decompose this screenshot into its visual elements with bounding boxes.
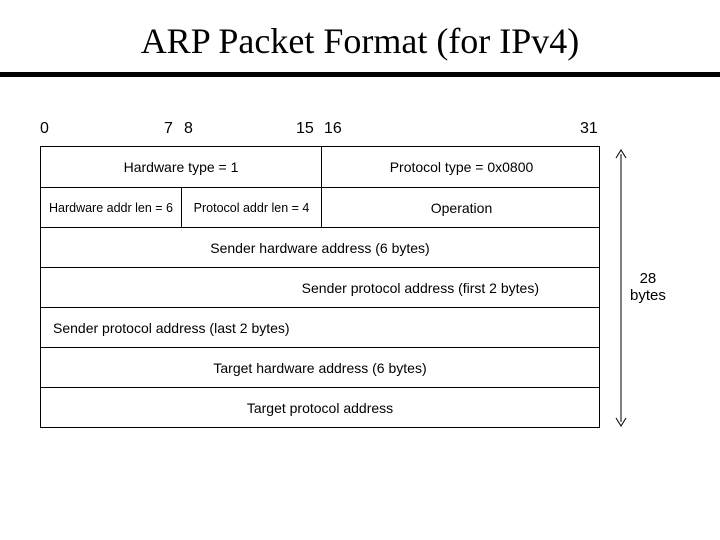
bit-label-8: 8 <box>184 120 193 138</box>
table-row: Hardware type = 1 Protocol type = 0x0800 <box>41 147 599 187</box>
field-operation: Operation <box>321 188 601 227</box>
field-sender-hw-addr: Sender hardware address (6 bytes) <box>41 228 599 267</box>
field-hw-addr-len: Hardware addr len = 6 <box>41 188 181 227</box>
diagram-container: 0 7 8 15 16 31 Hardware type = 1 Protoco… <box>40 120 680 428</box>
bit-label-31: 31 <box>580 120 598 138</box>
field-protocol-type: Protocol type = 0x0800 <box>321 147 601 187</box>
field-sender-proto-addr-hi: Sender protocol address (first 2 bytes) <box>41 268 599 307</box>
table-row: Sender protocol address (last 2 bytes) <box>41 307 599 347</box>
field-target-hw-addr: Target hardware address (6 bytes) <box>41 348 599 387</box>
field-hardware-type: Hardware type = 1 <box>41 147 321 187</box>
table-row: Sender protocol address (first 2 bytes) <box>41 267 599 307</box>
byte-count-value: 28 <box>640 270 657 287</box>
field-proto-addr-len: Protocol addr len = 4 <box>181 188 321 227</box>
title-underline <box>0 72 720 77</box>
byte-count-unit: bytes <box>630 287 666 304</box>
page-title: ARP Packet Format (for IPv4) <box>0 0 720 72</box>
double-arrow-icon <box>614 148 628 428</box>
bit-label-16: 16 <box>324 120 342 138</box>
packet-table: Hardware type = 1 Protocol type = 0x0800… <box>40 146 600 428</box>
table-row: Hardware addr len = 6 Protocol addr len … <box>41 187 599 227</box>
bit-label-0: 0 <box>40 120 49 138</box>
field-sender-proto-addr-lo: Sender protocol address (last 2 bytes) <box>41 308 599 347</box>
field-target-proto-addr: Target protocol address <box>41 388 599 427</box>
byte-count-indicator: 28 bytes <box>608 148 668 428</box>
bit-label-7: 7 <box>164 120 173 138</box>
byte-count-label: 28 bytes <box>630 270 666 305</box>
bit-offset-ruler: 0 7 8 15 16 31 <box>40 120 680 146</box>
table-row: Target protocol address <box>41 387 599 427</box>
table-row: Sender hardware address (6 bytes) <box>41 227 599 267</box>
bit-label-15: 15 <box>296 120 314 138</box>
table-row: Target hardware address (6 bytes) <box>41 347 599 387</box>
